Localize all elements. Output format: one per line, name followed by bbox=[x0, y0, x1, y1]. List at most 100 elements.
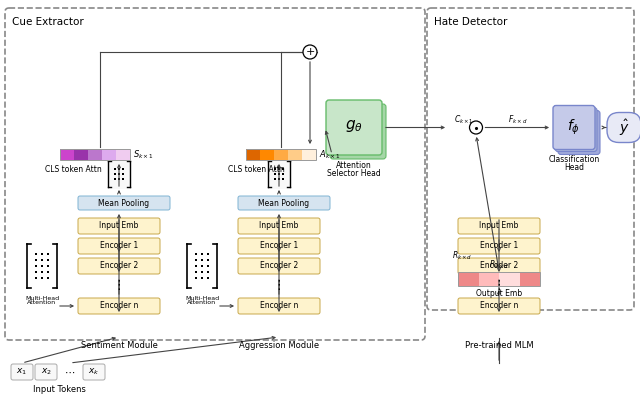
Bar bbox=[207, 271, 209, 273]
Bar bbox=[114, 173, 116, 175]
Bar bbox=[122, 178, 124, 180]
Text: Sentiment Module: Sentiment Module bbox=[81, 341, 157, 349]
Bar bbox=[118, 178, 120, 180]
Text: $x_1$: $x_1$ bbox=[17, 367, 28, 377]
FancyBboxPatch shape bbox=[238, 258, 320, 274]
Bar bbox=[479, 272, 499, 286]
Bar bbox=[278, 168, 280, 170]
Bar bbox=[288, 149, 302, 160]
Text: Attention: Attention bbox=[188, 301, 216, 306]
FancyBboxPatch shape bbox=[458, 258, 540, 274]
Bar bbox=[122, 168, 124, 170]
Bar bbox=[207, 259, 209, 261]
Bar bbox=[102, 149, 116, 160]
Bar bbox=[60, 149, 74, 160]
Bar bbox=[195, 271, 197, 273]
Bar bbox=[302, 149, 316, 160]
Text: Input Emb: Input Emb bbox=[99, 222, 139, 231]
Bar bbox=[268, 159, 290, 189]
FancyBboxPatch shape bbox=[238, 238, 320, 254]
Bar bbox=[520, 272, 540, 286]
Bar bbox=[274, 168, 276, 170]
Bar bbox=[35, 265, 37, 267]
FancyBboxPatch shape bbox=[607, 112, 640, 143]
FancyBboxPatch shape bbox=[238, 298, 320, 314]
Text: Multi-Head: Multi-Head bbox=[185, 295, 219, 301]
Bar bbox=[41, 277, 43, 279]
Text: $R_{k\times d}$: $R_{k\times d}$ bbox=[452, 250, 472, 262]
Bar bbox=[195, 259, 197, 261]
Bar bbox=[274, 178, 276, 180]
Bar bbox=[47, 265, 49, 267]
Text: +: + bbox=[305, 47, 315, 57]
Bar bbox=[282, 173, 284, 175]
Text: Encoder n: Encoder n bbox=[480, 301, 518, 310]
Bar bbox=[35, 277, 37, 279]
Bar bbox=[35, 271, 37, 273]
Text: Input Emb: Input Emb bbox=[479, 222, 518, 231]
Bar bbox=[207, 265, 209, 267]
Text: Multi-Head: Multi-Head bbox=[25, 295, 59, 301]
Bar bbox=[246, 149, 260, 160]
Text: CLS token Attn: CLS token Attn bbox=[228, 166, 284, 175]
Text: Classification: Classification bbox=[548, 155, 600, 164]
Bar bbox=[35, 253, 37, 255]
Text: Pre-trained MLM: Pre-trained MLM bbox=[465, 341, 533, 349]
Bar bbox=[458, 272, 479, 286]
Bar bbox=[41, 271, 43, 273]
Bar bbox=[195, 277, 197, 279]
Text: Encoder 2: Encoder 2 bbox=[100, 262, 138, 270]
FancyBboxPatch shape bbox=[35, 364, 57, 380]
FancyBboxPatch shape bbox=[458, 298, 540, 314]
Bar bbox=[47, 259, 49, 261]
Bar bbox=[118, 168, 120, 170]
Bar bbox=[201, 253, 204, 255]
FancyBboxPatch shape bbox=[78, 238, 160, 254]
Text: $\cdots$: $\cdots$ bbox=[65, 367, 76, 377]
Text: $f_\phi$: $f_\phi$ bbox=[568, 118, 580, 137]
Text: $C_{k\times1}$: $C_{k\times1}$ bbox=[454, 113, 474, 126]
Bar bbox=[201, 265, 204, 267]
FancyBboxPatch shape bbox=[78, 298, 160, 314]
Bar bbox=[274, 149, 288, 160]
FancyBboxPatch shape bbox=[555, 108, 597, 152]
Text: Attention: Attention bbox=[336, 162, 372, 170]
Bar bbox=[187, 241, 217, 291]
Text: Aggression Module: Aggression Module bbox=[239, 341, 319, 349]
Text: ⋮: ⋮ bbox=[113, 279, 125, 293]
Text: Input Tokens: Input Tokens bbox=[33, 385, 85, 393]
FancyBboxPatch shape bbox=[78, 196, 170, 210]
Text: Mean Pooling: Mean Pooling bbox=[99, 198, 150, 208]
Text: $A_{k\times1}$: $A_{k\times1}$ bbox=[319, 148, 341, 161]
Text: $x_k$: $x_k$ bbox=[88, 367, 100, 377]
Text: $F_{k\times d}$: $F_{k\times d}$ bbox=[508, 113, 527, 126]
FancyBboxPatch shape bbox=[78, 218, 160, 234]
Text: Output Emb: Output Emb bbox=[476, 289, 522, 297]
Bar bbox=[499, 272, 520, 286]
Circle shape bbox=[303, 45, 317, 59]
Text: $g_\theta$: $g_\theta$ bbox=[345, 118, 363, 133]
Bar bbox=[27, 241, 57, 291]
Text: Head: Head bbox=[564, 163, 584, 172]
Text: Attention: Attention bbox=[28, 301, 56, 306]
Bar bbox=[35, 259, 37, 261]
Text: $R_{k\times d}$: $R_{k\times d}$ bbox=[489, 259, 509, 271]
Bar bbox=[41, 253, 43, 255]
FancyBboxPatch shape bbox=[458, 238, 540, 254]
FancyBboxPatch shape bbox=[326, 100, 382, 155]
FancyBboxPatch shape bbox=[238, 196, 330, 210]
Bar bbox=[60, 149, 130, 160]
FancyBboxPatch shape bbox=[558, 110, 600, 154]
Bar bbox=[274, 173, 276, 175]
Text: $\hat{y}$: $\hat{y}$ bbox=[619, 118, 629, 138]
Bar bbox=[122, 173, 124, 175]
Bar bbox=[201, 277, 204, 279]
Bar bbox=[114, 168, 116, 170]
Bar bbox=[278, 178, 280, 180]
Bar bbox=[195, 265, 197, 267]
Text: Encoder n: Encoder n bbox=[260, 301, 298, 310]
Text: Cue Extractor: Cue Extractor bbox=[12, 17, 84, 27]
FancyBboxPatch shape bbox=[458, 218, 540, 234]
Bar bbox=[195, 253, 197, 255]
Bar bbox=[201, 271, 204, 273]
